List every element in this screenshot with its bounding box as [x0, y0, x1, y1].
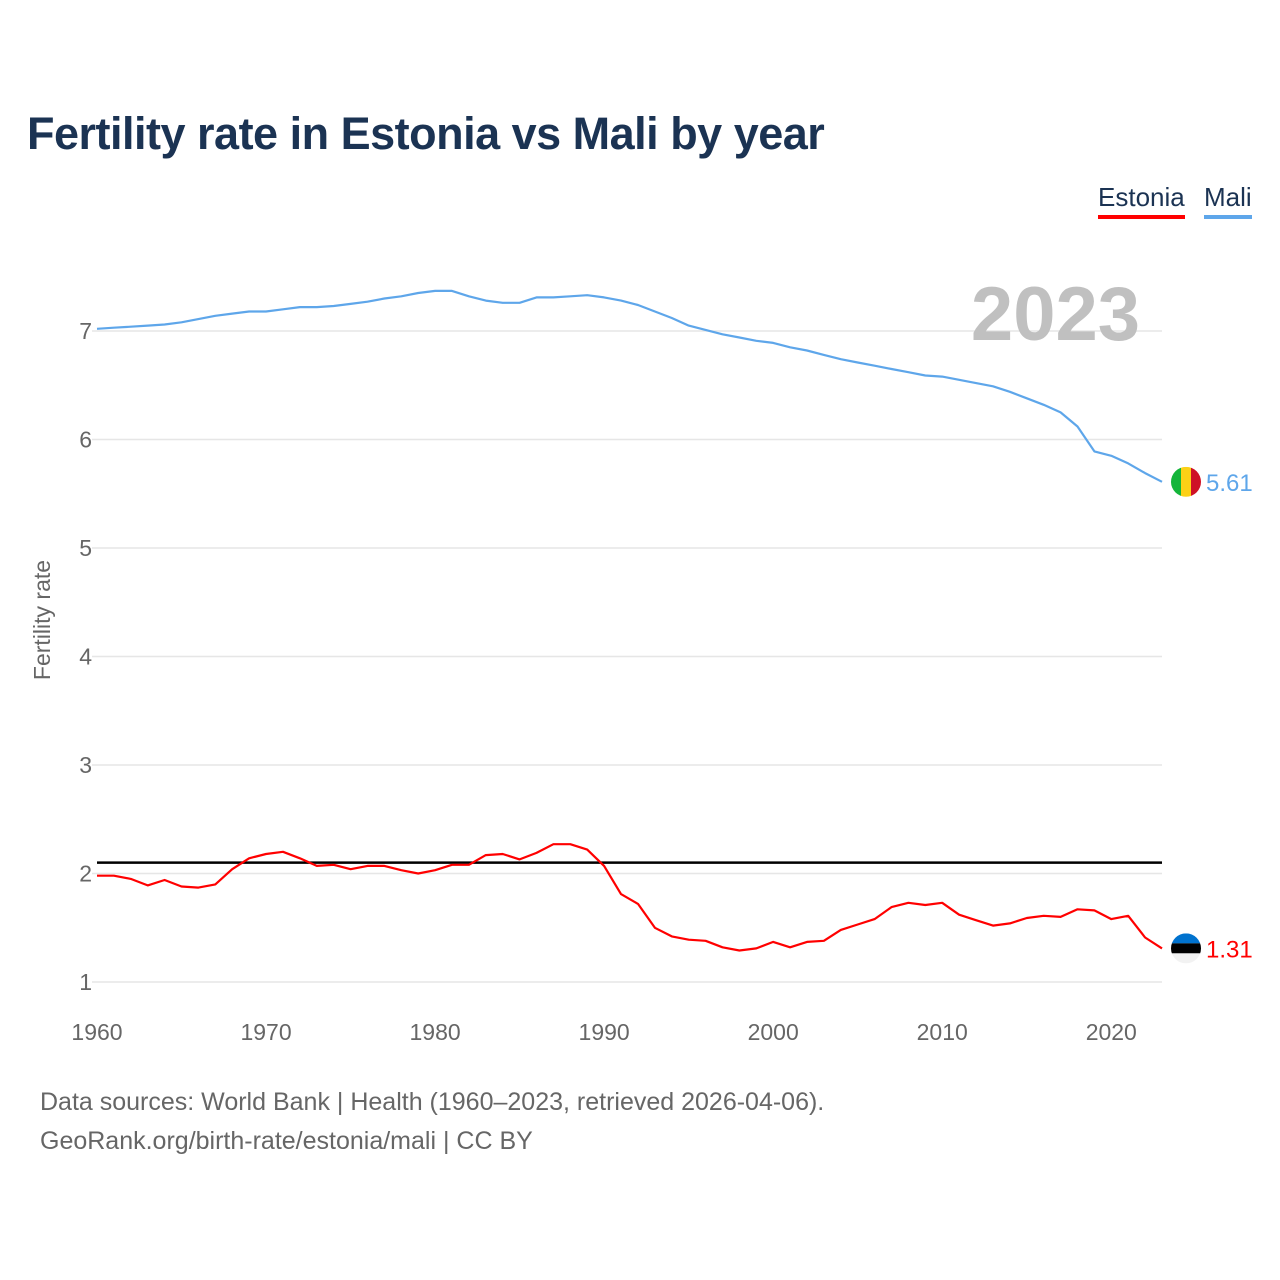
flag-stripe [1171, 953, 1201, 964]
legend-mali[interactable]: Mali [1204, 182, 1252, 219]
y-tick-label: 3 [79, 752, 92, 778]
x-tick-label: 1970 [240, 1019, 291, 1045]
y-tick-label: 6 [79, 427, 92, 453]
flag-stripes [1171, 466, 1201, 497]
flag-stripe [1171, 933, 1201, 944]
legend-estonia[interactable]: Estonia [1098, 182, 1185, 219]
end-value-label-mali: 5.61 [1206, 470, 1253, 497]
flag-stripe [1181, 466, 1191, 497]
footer-source: Data sources: World Bank | Health (1960–… [40, 1088, 825, 1116]
flag-stripe [1171, 943, 1201, 954]
x-tick-label: 2020 [1086, 1019, 1137, 1045]
y-tick-label: 1 [79, 969, 92, 995]
flag-stripes [1171, 933, 1201, 964]
series-line-mali [96, 289, 1163, 483]
x-tick-label: 1960 [71, 1019, 122, 1045]
footer-credit: GeoRank.org/birth-rate/estonia/mali | CC… [40, 1127, 533, 1155]
series-line-estonia [97, 843, 1163, 952]
y-tick-label: 7 [79, 318, 92, 344]
end-value-label-estonia: 1.31 [1206, 936, 1253, 963]
y-axis-label: Fertility rate [29, 560, 55, 680]
flag-stripe [1191, 466, 1201, 497]
x-tick-label: 1990 [579, 1019, 630, 1045]
flag-estonia-icon [1171, 933, 1201, 964]
y-tick-label: 4 [79, 644, 92, 670]
x-tick-label: 1980 [410, 1019, 461, 1045]
x-tick-label: 2010 [917, 1019, 968, 1045]
x-tick-label: 2000 [748, 1019, 799, 1045]
year-label: 2023 [971, 272, 1140, 357]
flag-stripe [1171, 466, 1181, 497]
y-tick-label: 5 [79, 535, 92, 561]
flag-mali-icon [1171, 466, 1201, 497]
chart-title: Fertility rate in Estonia vs Mali by yea… [27, 108, 825, 159]
y-tick-label: 2 [79, 861, 92, 887]
